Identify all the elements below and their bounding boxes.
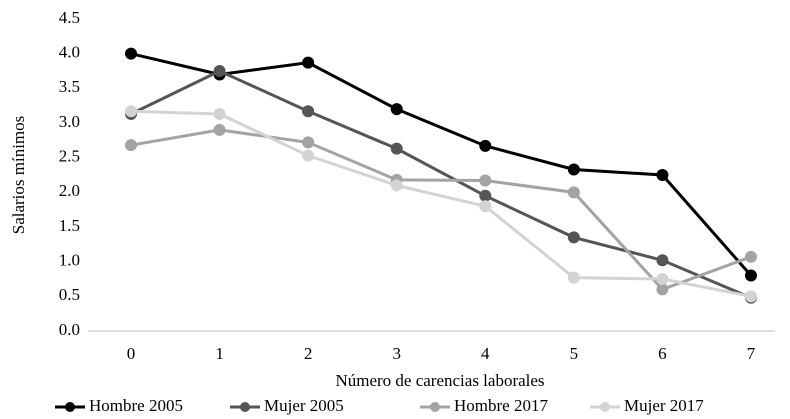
- data-point: [302, 136, 315, 149]
- x-tick-label: 1: [215, 344, 224, 363]
- data-point: [744, 290, 757, 303]
- legend-label: Mujer 2017: [624, 396, 704, 415]
- data-point: [302, 149, 315, 162]
- data-point: [479, 174, 492, 187]
- y-tick-label: 2.5: [59, 147, 80, 166]
- x-axis-label: Número de carencias laborales: [335, 371, 544, 390]
- x-tick-label: 2: [304, 344, 313, 363]
- data-point: [479, 200, 492, 213]
- data-point: [125, 105, 137, 118]
- x-tick-label: 3: [392, 344, 401, 363]
- legend-marker: [430, 402, 440, 412]
- data-point: [479, 139, 492, 152]
- series-line: [130, 109, 752, 298]
- data-point: [567, 163, 580, 176]
- data-point: [479, 189, 492, 202]
- data-point: [390, 142, 403, 155]
- data-point: [567, 231, 580, 244]
- data-point: [744, 250, 757, 263]
- data-point: [213, 123, 226, 136]
- data-point: [656, 273, 669, 285]
- series-line: [130, 128, 752, 292]
- data-point: [302, 105, 315, 118]
- x-tick-label: 4: [481, 344, 490, 363]
- y-tick-label: 0.0: [59, 320, 80, 339]
- data-point: [656, 283, 669, 296]
- x-tick-label: 0: [127, 344, 136, 363]
- data-point: [213, 65, 226, 77]
- legend-marker: [65, 402, 75, 412]
- series-line: [130, 69, 752, 300]
- x-tick-label: 6: [658, 344, 667, 363]
- y-tick-label: 3.0: [59, 112, 80, 131]
- y-tick-label: 1.0: [59, 251, 80, 270]
- y-axis-label: Salarios mínimos: [9, 116, 28, 235]
- data-point: [302, 56, 315, 69]
- x-tick-label: 7: [747, 344, 756, 363]
- y-tick-label: 3.5: [59, 77, 80, 96]
- data-point: [125, 47, 137, 60]
- legend-marker: [240, 402, 250, 412]
- y-tick-label: 4.0: [59, 43, 80, 62]
- data-point: [390, 179, 403, 192]
- legend-label: Hombre 2017: [454, 396, 548, 415]
- data-point: [744, 269, 757, 282]
- y-tick-label: 2.0: [59, 181, 80, 200]
- data-point: [125, 139, 137, 152]
- data-point: [567, 186, 580, 199]
- y-tick-label: 0.5: [59, 285, 80, 304]
- legend-label: Mujer 2005: [264, 396, 344, 415]
- y-tick-label: 4.5: [59, 8, 80, 27]
- data-point: [567, 271, 580, 284]
- data-point: [213, 107, 226, 120]
- data-point: [656, 254, 669, 267]
- legend-label: Hombre 2005: [89, 396, 183, 415]
- legend-marker: [600, 402, 610, 412]
- data-point: [656, 169, 669, 181]
- data-point: [390, 103, 403, 116]
- y-tick-label: 1.5: [59, 216, 80, 235]
- x-tick-label: 5: [570, 344, 579, 363]
- series-line: [130, 52, 753, 277]
